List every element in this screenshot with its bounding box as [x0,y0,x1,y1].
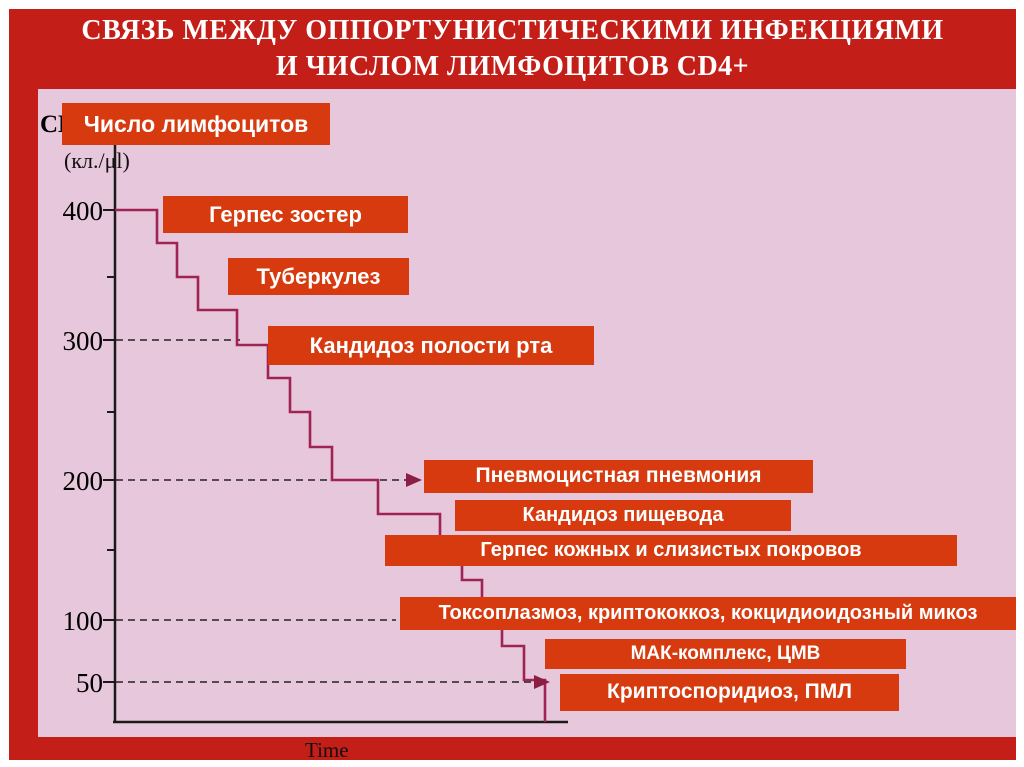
annotation-pneumocystis-pneumonia: Пневмоцистная пневмония [424,460,813,493]
x-axis-title: Time [305,738,349,762]
annotation-herpes-zoster: Герпес зостер [163,196,408,233]
annotation-lymphocyte-count: Число лимфоцитов [62,103,330,145]
annotation-mac-cmv: МАК-комплекс, ЦМВ [545,639,906,669]
y-tick-50: 50 [76,668,103,698]
left-accent-strip [9,89,38,737]
y-tick-300: 300 [62,326,104,356]
annotation-cryptosporidiosis-pml: Криптоспоридиоз, ПМЛ [560,674,899,711]
y-tick-200: 200 [62,466,104,496]
annotation-esophageal-candidiasis: Кандидоз пищевода [455,500,791,531]
y-axis-units: (кл./μl) [64,148,130,173]
slide-title-line1: СВЯЗЬ МЕЖДУ ОППОРТУНИСТИЧЕСКИМИ ИНФЕКЦИЯ… [81,14,944,46]
y-tick-400: 400 [62,196,104,226]
annotation-tuberculosis: Туберкулез [228,258,409,295]
annotation-toxoplasmosis-group: Токсоплазмоз, криптококкоз, кокцидиоидоз… [400,597,1016,630]
arrow-200-icon [406,473,422,487]
annotation-herpes-skin-mucosa: Герпес кожных и слизистых покровов [385,535,957,566]
arrow-50-icon [534,675,550,689]
slide-title: СВЯЗЬ МЕЖДУ ОППОРТУНИСТИЧЕСКИМИ ИНФЕКЦИЯ… [9,9,1016,89]
slide-title-line2: И ЧИСЛОМ ЛИМФОЦИТОВ CD4+ [275,51,750,82]
y-tick-100: 100 [62,606,104,636]
bottom-accent-strip [9,737,1016,760]
axis-ticks [103,209,116,683]
annotation-oral-candidiasis: Кандидоз полости рта [268,326,594,365]
